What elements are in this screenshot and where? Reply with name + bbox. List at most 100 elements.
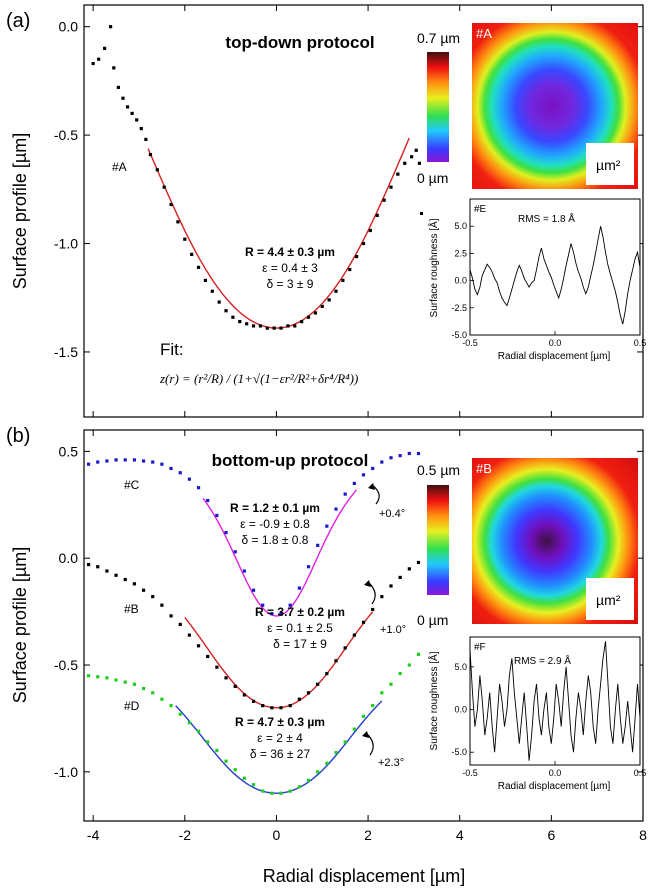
data-point — [139, 127, 143, 131]
data-point — [187, 477, 191, 481]
data-point — [224, 759, 228, 763]
data-point — [224, 676, 228, 680]
y-tick-label: -2.5 — [451, 303, 467, 313]
data-point — [196, 265, 201, 269]
data-point — [233, 550, 237, 554]
data-point — [288, 704, 292, 708]
data-point — [178, 712, 182, 716]
y-tick-label: 0.0 — [454, 705, 467, 715]
data-point — [141, 686, 146, 691]
data-point — [270, 791, 274, 795]
fit-curve — [184, 611, 374, 709]
data-point — [361, 714, 366, 718]
colorbar-B — [427, 485, 449, 595]
data-point — [116, 85, 120, 89]
data-point — [160, 462, 164, 466]
data-point — [297, 697, 301, 701]
shared-x-axis: -4 -2 0 2 4 6 8 — [87, 430, 647, 843]
panel-a: (a) 0.0 -0.5 -1.0 -1.5 Surface profile [µm]… — [6, 4, 646, 418]
y-tick-label: -1.5 — [54, 344, 78, 360]
profile-label-A: #A — [112, 160, 127, 174]
angle-label-D: +2.3° — [378, 757, 404, 769]
data-point — [279, 791, 283, 795]
data-point — [380, 691, 384, 695]
fit-param-delta-A: δ = 3 ± 9 — [267, 277, 314, 291]
colorbar-min-B: 0 µm — [417, 612, 448, 628]
colorbar-max-B: 0.5 µm — [417, 462, 460, 478]
data-point — [169, 614, 173, 618]
heatmap-label-B: #B — [476, 461, 492, 476]
data-point — [251, 588, 256, 592]
data-point — [300, 319, 304, 324]
data-point — [112, 66, 116, 70]
data-point — [132, 582, 137, 586]
roughness-trace — [469, 226, 641, 325]
data-point — [215, 748, 219, 753]
data-point — [203, 278, 208, 282]
data-point — [416, 451, 421, 456]
data-point — [105, 676, 109, 680]
y-tick-label: 5.0 — [454, 662, 467, 672]
data-point — [343, 492, 347, 496]
y-tick-label: 0.0 — [59, 550, 79, 566]
fit-curve — [147, 137, 410, 329]
data-point — [306, 565, 311, 569]
data-point — [417, 161, 421, 165]
roughness-frame-E — [469, 198, 641, 336]
data-point — [196, 644, 201, 648]
data-point — [407, 567, 411, 571]
data-point — [325, 761, 329, 765]
data-point — [288, 603, 292, 607]
panel-b-label: (b) — [6, 425, 30, 447]
panel-b-ylabel: Surface profile [µm] — [10, 547, 30, 703]
data-point — [288, 789, 292, 793]
data-point — [196, 729, 201, 733]
data-point — [416, 652, 421, 656]
arrowhead-icon — [362, 731, 369, 738]
fit-curve — [175, 700, 383, 794]
data-point — [86, 563, 91, 567]
panel-a-ylabel: Surface profile [µm] — [10, 133, 30, 289]
data-point — [414, 148, 418, 152]
data-point — [420, 212, 423, 215]
data-point — [407, 451, 411, 456]
fit-param-eps-C: ε = -0.9 ± 0.8 — [240, 517, 310, 531]
arrowhead-icon — [368, 483, 375, 490]
roughness-label-F: #F — [474, 642, 486, 653]
data-point — [313, 311, 317, 315]
data-point — [334, 289, 338, 293]
colorbar-min-A: 0 µm — [417, 170, 448, 186]
x-tick-label: 0 — [273, 827, 281, 843]
fit-param-eps-B: ε = 0.1 ± 2.5 — [267, 621, 333, 635]
data-point — [334, 751, 338, 755]
data-point — [105, 569, 109, 573]
data-point — [306, 691, 311, 695]
y-tick-label: -5.0 — [451, 747, 467, 757]
data-point — [123, 458, 127, 462]
data-point — [371, 466, 375, 471]
roughness-inset-E: #E RMS = 1.8 Å 5.0 2.5 0.0 -2.5 -5.0-0.5 0.0 0… — [427, 198, 646, 362]
data-point — [293, 324, 297, 328]
angle-label-B: +1.0° — [380, 624, 406, 636]
data-point — [261, 789, 265, 793]
roughness-rms-E: RMS = 1.8 Å — [518, 212, 575, 225]
data-point — [91, 61, 95, 66]
data-point — [416, 560, 421, 565]
fit-param-eps-D: ε = 2 ± 4 — [257, 731, 303, 745]
data-point — [215, 513, 219, 518]
fit-param-R-C: R = 1.2 ± 0.1 µm — [230, 501, 320, 515]
data-point — [135, 118, 139, 122]
data-point — [97, 57, 101, 61]
data-point — [217, 300, 221, 304]
fit-param-R-D: R = 4.7 ± 0.3 µm — [235, 715, 325, 729]
roughness-rms-F: RMS = 2.9 Å — [514, 654, 571, 667]
profile-label-B: #B — [124, 602, 139, 616]
panel-a-ticks: 0.0 -0.5 -1.0 -1.5 — [54, 5, 644, 417]
y-tick-label: -5.0 — [451, 330, 467, 340]
x-tick-label: 0.0 — [549, 338, 562, 348]
data-point — [258, 324, 263, 328]
roughness-label-E: #E — [474, 204, 487, 215]
panel-b-frame — [83, 429, 644, 822]
data-point — [352, 727, 356, 731]
shared-xlabel: Radial displacement [µm] — [263, 866, 465, 886]
